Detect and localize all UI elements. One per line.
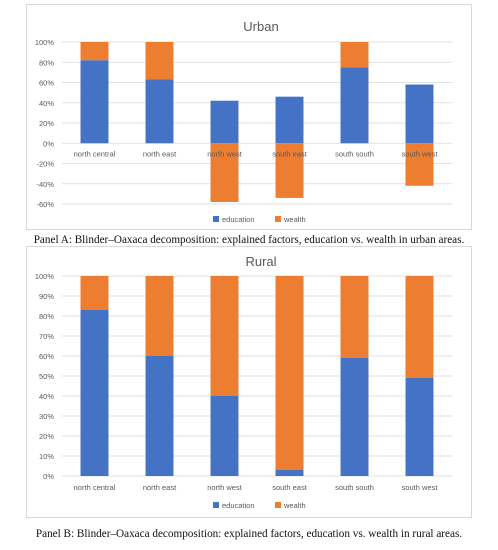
panel-a-caption: Panel A: Blinder–Oaxaca decomposition: e… — [33, 234, 465, 246]
urban-y-tick-label: -40% — [36, 180, 54, 189]
rural-chart-title: Rural — [245, 254, 276, 269]
urban-bar-wealth — [210, 143, 239, 202]
urban-y-tick-label: 80% — [39, 58, 54, 67]
rural-y-tick-label: 0% — [43, 472, 54, 481]
urban-category-label: north west — [207, 149, 243, 158]
rural-y-tick-label: 50% — [39, 372, 54, 381]
rural-y-tick-label: 60% — [39, 352, 54, 361]
urban-category-label: north east — [143, 149, 177, 158]
urban-bar-wealth — [275, 143, 304, 198]
urban-y-tick-label: 40% — [39, 99, 54, 108]
rural-bar-education — [405, 378, 434, 476]
urban-bar-wealth — [145, 42, 174, 80]
rural-y-tick-label: 10% — [39, 452, 54, 461]
panel-b-caption: Panel B: Blinder–Oaxaca decomposition: e… — [35, 528, 463, 540]
rural-category-label: north west — [207, 483, 243, 492]
rural-bar-wealth — [340, 276, 369, 358]
rural-bar-wealth — [275, 276, 304, 470]
urban-bar-wealth — [340, 42, 369, 68]
urban-bar-wealth — [80, 42, 109, 61]
urban-category-label: north central — [74, 149, 116, 158]
rural-y-tick-label: 100% — [35, 272, 55, 281]
rural-bar-education — [145, 356, 174, 476]
urban-y-tick-label: 60% — [39, 79, 54, 88]
rural-bar-education — [340, 358, 369, 476]
urban-y-tick-label: -20% — [36, 160, 54, 169]
rural-y-tick-label: 20% — [39, 432, 54, 441]
rural-category-label: north east — [143, 483, 177, 492]
rural-bar-wealth — [210, 276, 239, 396]
urban-y-tick-label: 20% — [39, 119, 54, 128]
urban-category-label: south east — [272, 149, 308, 158]
rural-y-tick-label: 80% — [39, 312, 54, 321]
rural-category-label: north central — [74, 483, 116, 492]
rural-bar-wealth — [80, 276, 109, 310]
rural-y-tick-label: 40% — [39, 392, 54, 401]
rural-bar-education — [210, 396, 239, 476]
rural-category-label: south east — [272, 483, 308, 492]
urban-legend-label-education: education — [222, 215, 255, 224]
urban-y-tick-label: 100% — [35, 38, 55, 47]
urban-legend-swatch-wealth — [275, 216, 281, 222]
rural-y-tick-label: 30% — [39, 412, 54, 421]
urban-chart-title: Urban — [243, 19, 278, 34]
rural-y-tick-label: 90% — [39, 292, 54, 301]
rural-bar-education — [275, 470, 304, 476]
urban-y-tick-label: 0% — [43, 139, 54, 148]
urban-y-tick-label: -60% — [36, 200, 54, 209]
urban-bar-education — [405, 84, 434, 144]
rural-legend-label-wealth: wealth — [283, 501, 306, 510]
rural-y-tick-label: 70% — [39, 332, 54, 341]
urban-bar-education — [275, 96, 304, 144]
urban-bar-education — [80, 60, 109, 144]
rural-legend-label-education: education — [222, 501, 255, 510]
urban-legend-label-wealth: wealth — [283, 215, 306, 224]
urban-category-label: south west — [402, 149, 439, 158]
urban-bar-education — [145, 79, 174, 144]
urban-bar-education — [210, 100, 239, 144]
rural-bar-wealth — [405, 276, 434, 378]
urban-category-label: south south — [335, 149, 374, 158]
urban-bar-education — [340, 67, 369, 144]
rural-legend-swatch-wealth — [275, 502, 281, 508]
rural-category-label: south south — [335, 483, 374, 492]
urban-legend-swatch-education — [213, 216, 219, 222]
rural-bar-wealth — [145, 276, 174, 356]
rural-legend-swatch-education — [213, 502, 219, 508]
rural-category-label: south west — [402, 483, 439, 492]
urban-bar-wealth — [405, 143, 434, 186]
rural-bar-education — [80, 310, 109, 476]
